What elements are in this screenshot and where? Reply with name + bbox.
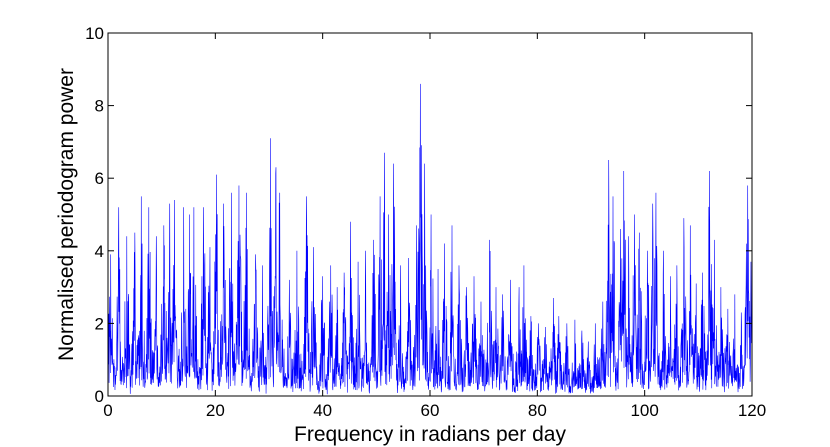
y-tick-label: 10 — [85, 24, 104, 43]
x-tick-label: 0 — [103, 401, 112, 420]
y-tick-label: 4 — [95, 242, 104, 261]
y-tick-label: 2 — [95, 314, 104, 333]
x-tick-label: 80 — [528, 401, 547, 420]
series-layer — [107, 83, 753, 395]
x-tick-label: 60 — [421, 401, 440, 420]
y-tick-label: 6 — [95, 169, 104, 188]
y-axis-label: Normalised periodogram power — [55, 68, 78, 361]
x-tick-label: 120 — [738, 401, 766, 420]
x-axis-label: Frequency in radians per day — [294, 423, 566, 446]
x-tick-label: 20 — [206, 401, 225, 420]
periodogram-series-line — [107, 83, 753, 395]
y-tick-label: 0 — [95, 387, 104, 406]
y-tick-label: 8 — [95, 97, 104, 116]
tick-layer: 0 20 40 60 80 100 120 0 2 4 6 8 10 — [85, 24, 766, 420]
x-tick-label: 100 — [630, 401, 658, 420]
x-tick-label: 40 — [313, 401, 332, 420]
